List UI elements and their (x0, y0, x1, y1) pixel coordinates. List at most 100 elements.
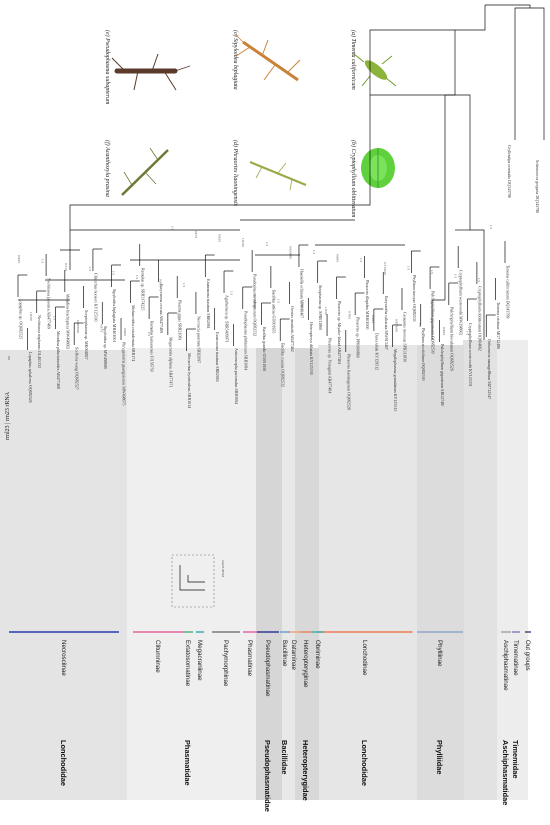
bootstrap-value: 1/1 (489, 225, 493, 230)
band-necrosciinae (0, 350, 127, 800)
subfamily-label: Pseudophasmatinae (264, 640, 271, 697)
svg-text:(b) Cryptophyllium oblitteratu: (b) Cryptophyllium oblitteratum (350, 140, 357, 218)
tree-title: rrnl23 | rrn23 rRNA (5, 391, 11, 440)
photo-a: (a) Timema californicum (350, 30, 397, 91)
photo-e: (e) Pseudophasma subapterum (104, 30, 191, 105)
bootstrap-value: 1/1 (465, 331, 469, 336)
taxon-label: Sipyloidea biplagiata MH461001 (112, 289, 117, 342)
taxon-label: Sinophasma sp. SPB011860 (318, 285, 323, 330)
taxon-label: Scelloria wang OQ682527 (75, 347, 80, 390)
bootstrap-value: 1/1 (454, 274, 458, 279)
photo-a-letter: (a) (350, 30, 357, 37)
bootstrap-value: 1/1 (41, 259, 45, 264)
subfamily-label: Out groups (524, 640, 531, 671)
bootstrap-value: 0.71/0.98 (253, 295, 257, 308)
subfamily-label: Obriminae (314, 640, 321, 669)
clade-bars: Out groupsTimematinaeTimemidaeAschiphasm… (9, 631, 531, 812)
taxon-label: Orthomeria maaugellbum MZ712547 (487, 339, 492, 399)
bootstrap-value: 0.97/1 (100, 324, 104, 333)
family-label: Phasmatidae (183, 740, 192, 786)
taxon-label: Bacillus rossius OQ682532 (281, 343, 286, 387)
taxon-label: Bacillus grandii GU001956 (262, 327, 267, 371)
bootstrap-value: 0.71/1 (64, 263, 68, 272)
inset-box: rrnl23 rRNA (171, 554, 225, 608)
taxon-label: Timema cristinae MG712486 (496, 302, 501, 349)
photo-a-species: Timema californicum (350, 39, 357, 91)
bootstrap-value: 0.99/1 (159, 279, 163, 288)
photo-d-letter: (d) (232, 140, 239, 147)
bootstrap-value: 1/1 (52, 316, 56, 321)
taxon-label: Cryptophyllium westwoodii MW298662 (459, 270, 464, 335)
bootstrap-value: 1/0.99 (29, 312, 33, 321)
bootstrap-value: 0.68/1 (336, 254, 340, 263)
band-lonchodidae (318, 345, 417, 800)
band-bacillidae (282, 348, 295, 800)
photo-panels: (a) Timema californicum (b) Cryptophylli… (104, 30, 397, 218)
bootstrap-value: 0.99/1 (300, 303, 304, 312)
insect-acanthoxyla-image (121, 147, 169, 196)
bootstrap-value: 1/1 (359, 258, 363, 263)
taxon-label: Bacillus atticus GU001955 (271, 290, 276, 333)
bootstrap-value: 1/0.99 (241, 238, 245, 247)
taxon-label: Timema californicum DQ343799 (506, 265, 511, 318)
svg-text:(c) Sipyloidea biplagiata: (c) Sipyloidea biplagiata (232, 30, 239, 90)
band-heteropterygidae (295, 348, 319, 800)
subfamily-label: Pachymorphinae (222, 640, 229, 687)
photo-c-species: Sipyloidea biplagiata (232, 38, 238, 90)
taxon-labels: Timema californicum DQ343799 Timema crist… (19, 265, 511, 411)
band-timemidae (463, 340, 497, 800)
taxon-label: Eurycnema cercata AB477469 (159, 284, 164, 333)
taxon-label: Ramulus hainanensis FJ156750 (150, 321, 155, 372)
taxon-label: Neohirasea stephanus OL405132 (37, 315, 42, 368)
bootstrap-value: 1/1 (206, 287, 210, 292)
taxon-label: Micrarchus hystriculeus SRR1014 (187, 353, 192, 408)
taxon-label: Pseudophasma phthisicum SRR3084 (243, 311, 248, 370)
taxon-label: Phryganistria guangxiensis MW498675 (122, 342, 127, 406)
insect-pseudophasma-image (111, 53, 191, 91)
band-pseudophasmatidae (256, 348, 282, 800)
subfamily-label: Clitumninae (154, 640, 161, 673)
scale-label: 0.6 (7, 355, 11, 360)
family-label: Heteropterygidae (301, 740, 310, 801)
photo-d-species: Phraortes liaoningensis (232, 148, 238, 207)
taxon-label: Phraortes sp. Miyako-Island AB477461 (337, 301, 342, 365)
photo-f-species: Acanthoxyla prasina (104, 146, 110, 197)
bootstrap-value: 0.99/1 (17, 255, 21, 264)
bootstrap-value: 0.76/1 (347, 311, 351, 320)
bootstrap-value: 0.97/1 (194, 230, 198, 239)
bootstrap-value: 1/1 (265, 242, 269, 247)
bootstrap-value: 1/1 (477, 278, 481, 283)
family-label: Timemidae (511, 740, 520, 778)
taxon-label: Megacrania alpheus AB477471 (168, 337, 173, 387)
bootstrap-value: 1/1 (170, 226, 174, 231)
photo-d: (d) Phraortes liaoningensis (232, 140, 307, 207)
taxon-label: Agathemera sp. SRR5409971 (225, 295, 230, 343)
subfamily-label: Extatosomatinae (184, 640, 191, 687)
band-phylliidae (417, 345, 464, 800)
photo-b-species: Cryptophyllium oblitteratum (350, 149, 356, 218)
bootstrap-value: 0.98/1 (371, 315, 375, 324)
taxon-label: Carausius morosus SPB311830 (402, 312, 407, 362)
insect-phraortes-image (249, 160, 307, 191)
bootstrap-value: 1/0.97 (324, 307, 328, 316)
bootstrap-value: 0.93/0.99 (288, 246, 292, 259)
bootstrap-value: 1/1 (312, 250, 316, 255)
bootstrap-value: 1/1 (430, 270, 434, 275)
family-label: Lonchodidae (59, 740, 68, 786)
family-label: Pseudophasmatidae (263, 740, 272, 812)
svg-text:(f) Acanthoxyla prasina: (f) Acanthoxyla prasina (104, 140, 111, 197)
bootstrap-value: 1/1 (88, 267, 92, 272)
taxon-label: Micadina brachyptera MW498662 (65, 294, 70, 349)
bootstrap-value: 1/1 (229, 291, 233, 296)
taxon-label: Extatosoma tiaratum SRR2065 (215, 332, 220, 382)
bootstrap-value: 1/1 (182, 283, 186, 288)
subfamily-label: Megacraniinae (196, 640, 203, 681)
photo-f-letter: (f) (104, 140, 111, 146)
subfamily-label: Bacillinae (281, 640, 288, 667)
taxon-label: Heteropteryx dilatata KY125330 (309, 322, 314, 375)
taxon-label: Orestes mouhotii AB477462 (290, 306, 295, 352)
tree-backbone (18, 4, 545, 340)
taxon-label: Phyllium siccifolium OQ682530 (421, 328, 426, 380)
photo-e-letter: (e) (104, 30, 111, 37)
bootstrap-value: 0.98/0.98 (76, 320, 80, 333)
